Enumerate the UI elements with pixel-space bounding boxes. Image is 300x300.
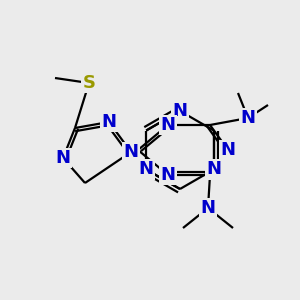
Text: N: N [220,141,236,159]
Text: N: N [139,160,154,178]
Text: N: N [56,149,70,167]
Text: N: N [241,109,256,127]
Text: N: N [101,113,116,131]
Text: S: S [82,74,95,92]
Text: N: N [160,116,175,134]
Text: N: N [200,199,215,217]
Text: N: N [124,143,139,161]
Text: N: N [160,166,175,184]
Text: N: N [172,102,188,120]
Text: N: N [206,160,221,178]
